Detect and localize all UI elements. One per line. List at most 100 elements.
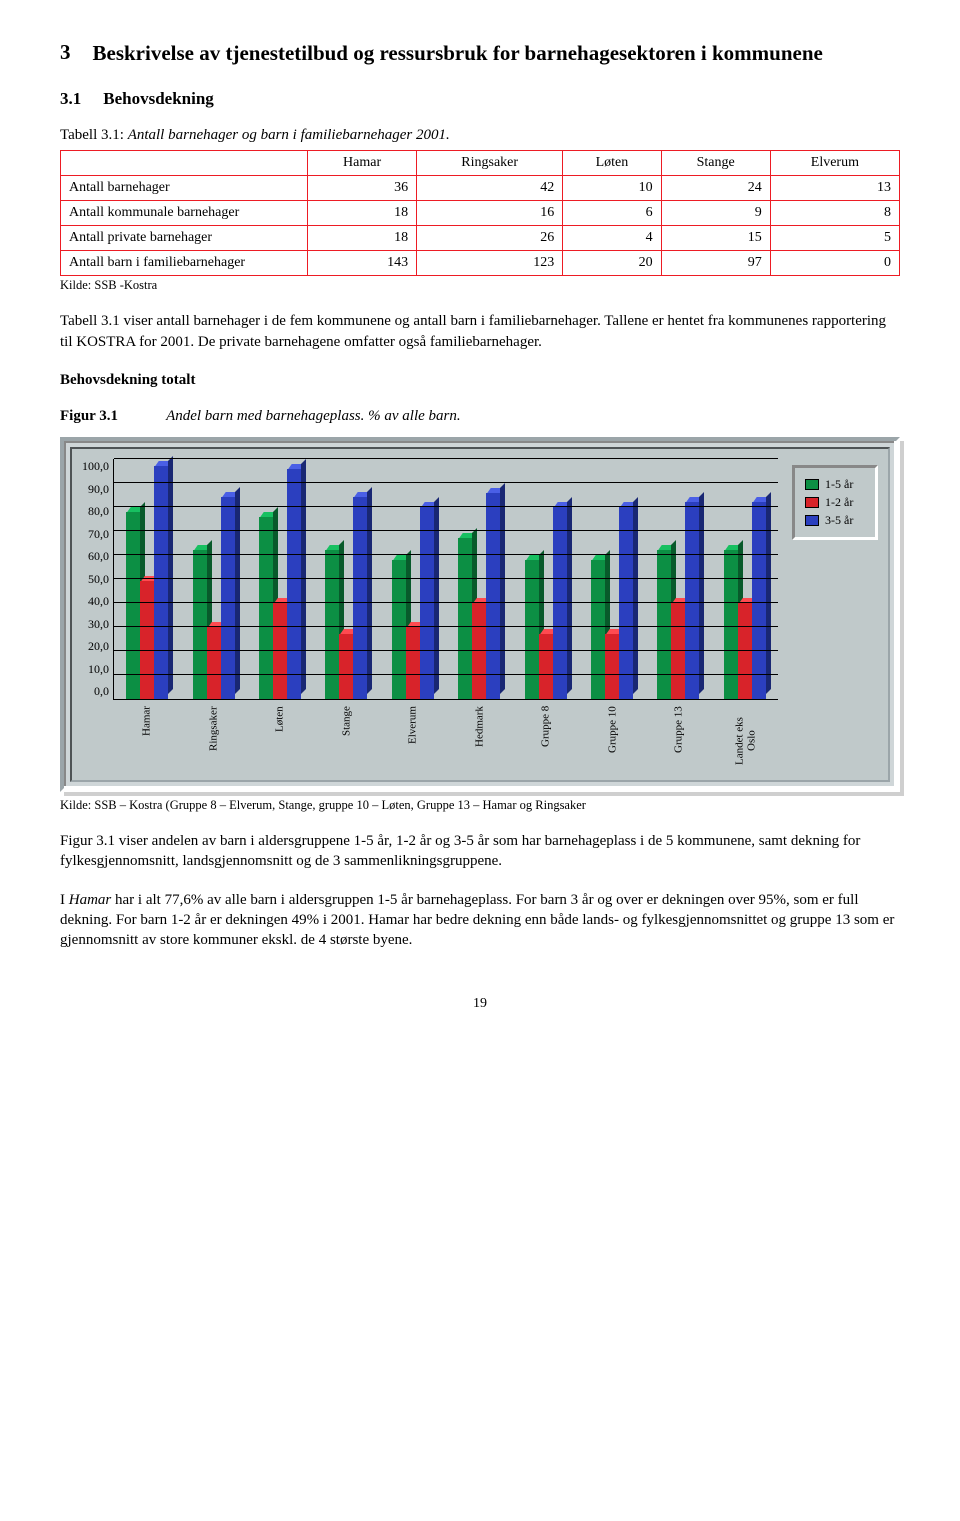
x-tick-label: Ringsaker <box>184 706 243 776</box>
table-header-cell <box>61 151 308 176</box>
bar-face <box>539 634 553 699</box>
subsection-heading: 3.1 Behovsdekning <box>60 89 900 109</box>
bar-face <box>154 466 168 699</box>
x-tick-label: Gruppe 10 <box>583 706 642 776</box>
bar-group <box>317 459 375 699</box>
y-tick-label: 40,0 <box>88 594 109 609</box>
gridline <box>114 674 778 675</box>
table-header-row: Hamar Ringsaker Løten Stange Elverum <box>61 151 900 176</box>
bar-face <box>259 517 273 699</box>
heading-number: 3 <box>60 40 71 65</box>
bar-face <box>392 560 406 699</box>
bar-side <box>699 492 704 694</box>
text-emphasis: Hamar <box>69 892 112 908</box>
y-axis: 100,090,080,070,060,050,040,030,020,010,… <box>82 459 113 699</box>
table-cell: 16 <box>417 201 563 226</box>
gridline <box>114 482 778 483</box>
bar <box>738 603 752 699</box>
bar <box>472 603 486 699</box>
bar <box>325 550 339 699</box>
y-tick-label: 0,0 <box>94 684 109 699</box>
bar-face <box>325 550 339 699</box>
table-cell: 10 <box>563 176 661 201</box>
data-table: Hamar Ringsaker Løten Stange Elverum Ant… <box>60 150 900 276</box>
bar-group <box>649 459 707 699</box>
bar-side <box>633 497 638 694</box>
table-header-cell: Ringsaker <box>417 151 563 176</box>
table-cell: 5 <box>770 226 899 251</box>
plot-wrap: HamarRingsakerLøtenStangeElverumHedmarkG… <box>113 459 778 776</box>
x-tick-label: Hamar <box>117 706 176 776</box>
gridline <box>114 554 778 555</box>
legend-swatch <box>805 497 819 508</box>
table-cell: 15 <box>661 226 770 251</box>
bar <box>619 507 633 699</box>
legend-label: 1-2 år <box>825 495 853 510</box>
table-cell: 36 <box>308 176 417 201</box>
bar-face <box>525 560 539 699</box>
y-tick-label: 30,0 <box>88 617 109 632</box>
bar <box>671 603 685 699</box>
bar <box>126 512 140 699</box>
section-heading: 3 Beskrivelse av tjenestetilbud og ressu… <box>60 40 900 67</box>
table-cell: 18 <box>308 226 417 251</box>
bar <box>207 627 221 699</box>
page-number: 19 <box>60 996 900 1012</box>
chart-inner: 100,090,080,070,060,050,040,030,020,010,… <box>70 447 890 782</box>
bar-face <box>221 497 235 699</box>
figure-caption: Figur 3.1 Andel barn med barnehageplass.… <box>60 408 900 425</box>
bar-face <box>140 581 154 699</box>
table-row: Antall kommunale barnehager1816698 <box>61 201 900 226</box>
bar <box>752 502 766 699</box>
legend-label: 1-5 år <box>825 477 853 492</box>
table-cell: Antall barnehager <box>61 176 308 201</box>
table-cell: 42 <box>417 176 563 201</box>
bar-group <box>450 459 508 699</box>
y-tick-label: 20,0 <box>88 639 109 654</box>
bar-face <box>591 560 605 699</box>
bar-face <box>724 550 738 699</box>
paragraph: Figur 3.1 viser andelen av barn i alders… <box>60 831 900 872</box>
y-tick-label: 50,0 <box>88 572 109 587</box>
bar <box>273 603 287 699</box>
bar-side <box>766 492 771 694</box>
bar <box>486 493 500 699</box>
table-cell: 0 <box>770 251 899 276</box>
gridline <box>114 650 778 651</box>
subheading-number: 3.1 <box>60 89 81 109</box>
bar-face <box>752 502 766 699</box>
gridline <box>114 602 778 603</box>
x-axis: HamarRingsakerLøtenStangeElverumHedmarkG… <box>113 700 778 776</box>
bar-face <box>420 507 434 699</box>
bar <box>525 560 539 699</box>
bar-face <box>472 603 486 699</box>
table-source: Kilde: SSB -Kostra <box>60 278 900 293</box>
subheading-text: Behovsdekning <box>103 89 214 109</box>
gridline <box>114 506 778 507</box>
bar <box>657 550 671 699</box>
bar <box>140 581 154 699</box>
table-cell: Antall private barnehager <box>61 226 308 251</box>
bar-group <box>251 459 309 699</box>
bar-face <box>685 502 699 699</box>
bar <box>353 497 367 699</box>
chart-source: Kilde: SSB – Kostra (Gruppe 8 – Elverum,… <box>60 798 900 813</box>
table-cell: Antall kommunale barnehager <box>61 201 308 226</box>
table-row: Antall barn i familiebarnehager143123209… <box>61 251 900 276</box>
bar-side <box>567 497 572 694</box>
bar-side <box>367 487 372 694</box>
bar-group <box>516 459 574 699</box>
chart-area: 100,090,080,070,060,050,040,030,020,010,… <box>82 459 778 776</box>
bar-face <box>486 493 500 699</box>
bar <box>339 634 353 699</box>
table-caption-label: Tabell 3.1: <box>60 127 128 143</box>
table-cell: 8 <box>770 201 899 226</box>
bar-face <box>553 507 567 699</box>
bar-face <box>605 634 619 699</box>
x-tick-label: Hedmark <box>450 706 509 776</box>
x-tick-label: Landet eks Oslo <box>716 706 775 776</box>
y-tick-label: 90,0 <box>88 482 109 497</box>
bar-side <box>301 459 306 694</box>
gridline <box>114 530 778 531</box>
figure-label: Figur 3.1 <box>60 408 118 425</box>
